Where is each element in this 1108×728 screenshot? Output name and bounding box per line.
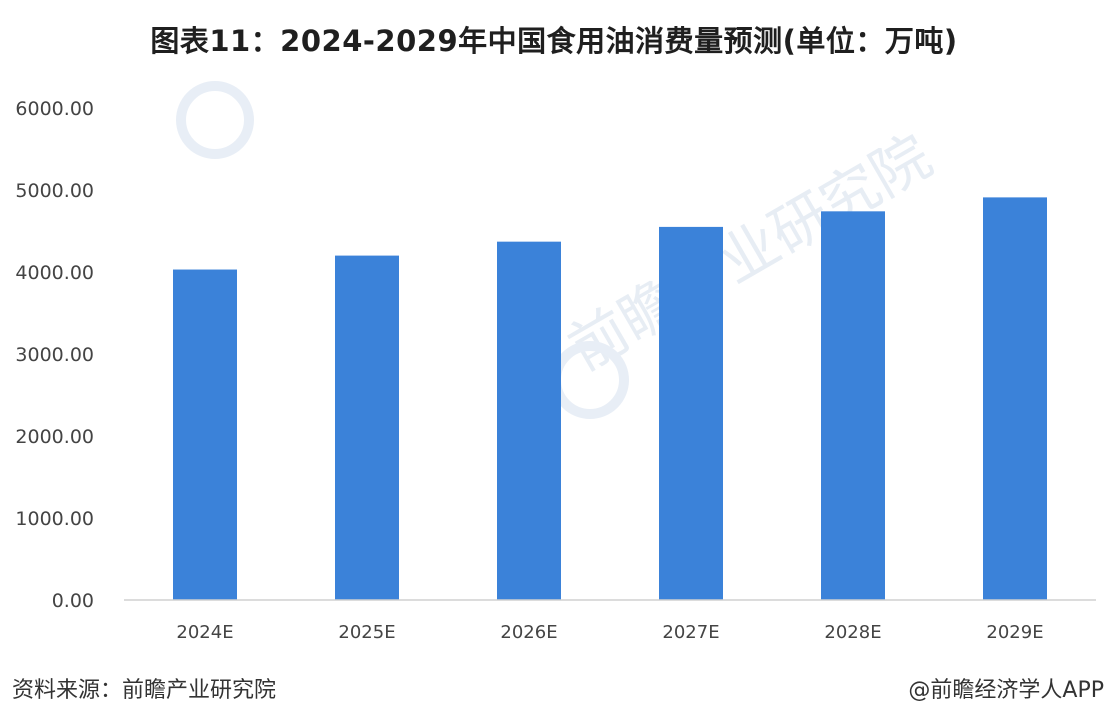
- bar-2028E: [821, 211, 885, 600]
- source-note: 资料来源：前瞻产业研究院: [12, 678, 277, 703]
- x-tick-label: 2024E: [176, 622, 233, 643]
- bar-2025E: [335, 255, 399, 600]
- bar-2027E: [659, 226, 723, 600]
- bar-2024E: [173, 269, 237, 600]
- x-tick-label: 2027E: [662, 622, 719, 643]
- y-tick-label: 1000.00: [15, 508, 94, 530]
- credit-note: @前瞻经济学人APP: [908, 678, 1104, 703]
- y-tick-label: 6000.00: [15, 98, 94, 120]
- y-tick-label: 3000.00: [15, 344, 94, 366]
- bar-2026E: [497, 241, 561, 600]
- bar-series: [173, 197, 1047, 600]
- chart-title: 图表11：2024-2029年中国食用油消费量预测(单位：万吨): [150, 24, 958, 58]
- y-tick-label: 2000.00: [15, 426, 94, 448]
- x-tick-label: 2026E: [500, 622, 557, 643]
- x-tick-label: 2025E: [338, 622, 395, 643]
- y-tick-label: 0.00: [52, 590, 94, 612]
- watermark-logo: [176, 81, 254, 159]
- y-tick-label: 5000.00: [15, 180, 94, 202]
- y-axis-tick-labels: 0.00 1000.00 2000.00 3000.00 4000.00 5000.00 6…: [15, 98, 94, 612]
- x-tick-label: 2028E: [824, 622, 881, 643]
- x-tick-label: 2029E: [986, 622, 1043, 643]
- bar-2029E: [983, 197, 1047, 600]
- y-tick-label: 4000.00: [15, 262, 94, 284]
- x-axis-tick-labels: 2024E 2025E 2026E 2027E 2028E 2029E: [176, 622, 1043, 643]
